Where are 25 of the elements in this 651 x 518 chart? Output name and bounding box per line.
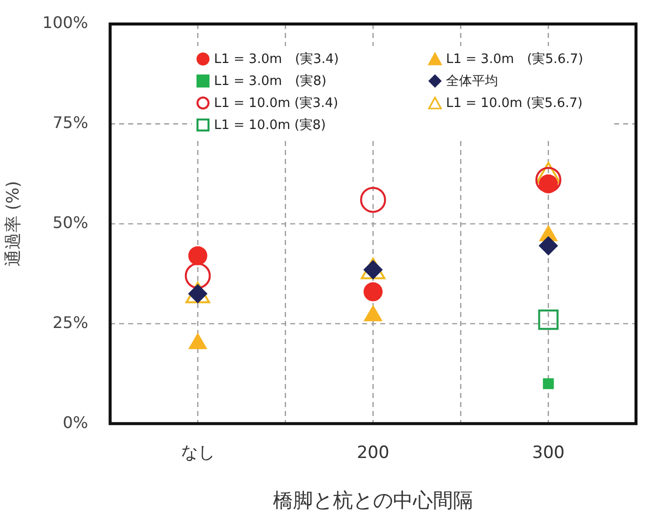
point bbox=[542, 378, 554, 390]
point bbox=[538, 236, 558, 256]
y-tick-label: 75% bbox=[52, 113, 88, 132]
legend-label: L1 = 10.0m (実3.4) bbox=[214, 95, 338, 112]
point bbox=[360, 186, 386, 213]
x-axis-title: 橋脚と杭との中心間隔 bbox=[273, 488, 474, 512]
y-tick-label: 100% bbox=[42, 13, 88, 32]
point bbox=[538, 310, 559, 330]
x-tick-label: 300 bbox=[532, 443, 565, 464]
y-tick-label: 0% bbox=[62, 412, 88, 432]
legend-label: L1 = 3.0m (実5.6.7) bbox=[446, 51, 584, 68]
legend-label: L1 = 10.0m (実5.6.7) bbox=[446, 95, 583, 112]
point bbox=[364, 282, 383, 302]
x-tick-label: 200 bbox=[356, 443, 390, 464]
x-tick-label: なし bbox=[180, 443, 215, 464]
y-tick-label: 25% bbox=[52, 312, 88, 332]
legend-label: L1 = 3.0m (実8) bbox=[214, 73, 326, 90]
point bbox=[188, 246, 208, 266]
legend-label: 全体平均 bbox=[446, 73, 498, 90]
y-axis-title: 通過率 (%) bbox=[4, 180, 24, 267]
point bbox=[535, 166, 562, 193]
legend-label: L1 = 3.0m (実3.4) bbox=[214, 51, 339, 68]
legend-label: L1 = 10.0m (実8) bbox=[214, 117, 326, 134]
point bbox=[184, 262, 211, 289]
y-tick-label: 50% bbox=[52, 212, 88, 232]
